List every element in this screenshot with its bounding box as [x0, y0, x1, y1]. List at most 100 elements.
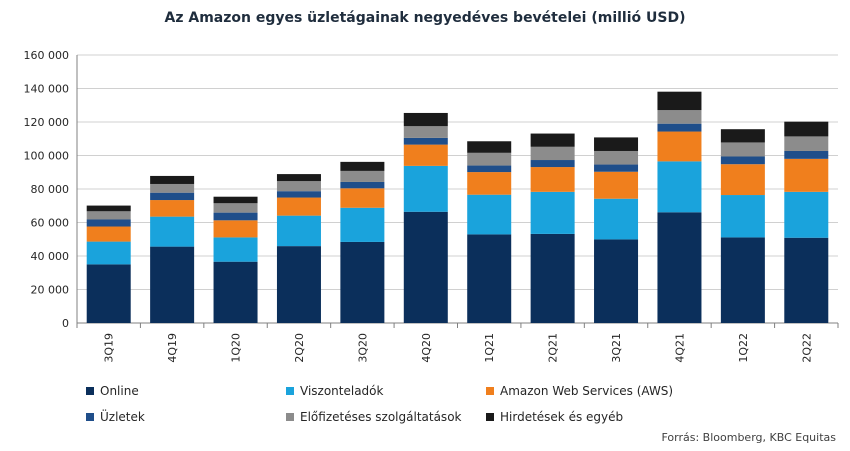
y-tick-label: 60 000 — [31, 217, 70, 230]
bar-segment-4Q21-s5 — [657, 91, 702, 111]
bar-segment-2Q22-s5 — [784, 121, 829, 137]
bar-segment-4Q20-s4 — [403, 126, 448, 138]
bar-segment-4Q19-s4 — [150, 183, 195, 193]
source-note: Forrás: Bloomberg, KBC Equitas — [661, 431, 836, 444]
stacked-bar-chart: 0 20 000 40 000 60 000 80 000 100 000 120 000 1… — [24, 49, 839, 363]
bar-segment-3Q20-s3 — [340, 181, 385, 189]
bar-segment-4Q19-s1 — [150, 216, 195, 247]
bar-segment-2Q20-s1 — [276, 215, 321, 247]
chart-title: Az Amazon egyes üzletágainak negyedéves … — [164, 10, 686, 26]
x-tick-label: 2Q22 — [800, 333, 813, 363]
legend-item-aws: Amazon Web Services (AWS) — [486, 384, 746, 398]
bar-segment-2Q21-s3 — [530, 160, 575, 168]
bar-segment-3Q19-s4 — [86, 211, 131, 220]
bar-segment-1Q20-s5 — [213, 196, 258, 204]
bar-segment-4Q21-s2 — [657, 131, 702, 162]
legend-swatch-aws — [486, 387, 494, 395]
legend-label-aws: Amazon Web Services (AWS) — [500, 384, 674, 398]
bar-segment-3Q21-s1 — [594, 198, 639, 240]
x-tick-label: 2Q20 — [293, 333, 306, 363]
y-tick-label: 160 000 — [24, 49, 70, 62]
bar-segment-3Q19-s1 — [86, 241, 131, 265]
bar-segment-1Q20-s3 — [213, 212, 258, 221]
bar-segment-3Q21-s4 — [594, 150, 639, 165]
legend-label-uzletek: Üzletek — [100, 410, 145, 424]
y-tick-label: 40 000 — [31, 250, 70, 263]
bar-segment-4Q19-s2 — [150, 200, 195, 217]
legend-swatch-hirdetesek — [486, 413, 494, 421]
bar-segment-4Q21-s0 — [657, 212, 702, 323]
bar-segment-2Q22-s2 — [784, 158, 829, 192]
bar-segment-3Q20-s5 — [340, 161, 385, 171]
legend-item-online: Online — [86, 384, 286, 398]
bar-segment-1Q21-s0 — [467, 234, 512, 323]
bar-segment-4Q20-s0 — [403, 211, 448, 323]
y-tick-label: 0 — [62, 317, 69, 330]
legend-label-hirdetesek: Hirdetések és egyéb — [500, 410, 624, 424]
y-tick-label: 120 000 — [24, 116, 70, 129]
bar-segment-3Q21-s5 — [594, 137, 639, 151]
legend: Online Viszonteladók Amazon Web Services… — [86, 384, 806, 424]
bar-segment-1Q22-s5 — [720, 129, 765, 143]
x-tick-label: 1Q20 — [230, 333, 243, 363]
bar-segment-1Q21-s2 — [467, 172, 512, 195]
bar-segment-4Q19-s5 — [150, 175, 195, 184]
x-tick-label: 3Q21 — [610, 333, 623, 363]
bar-segment-2Q21-s5 — [530, 133, 575, 147]
bar-segment-4Q19-s3 — [150, 192, 195, 201]
bar-segment-3Q20-s2 — [340, 188, 385, 208]
bar-segment-1Q21-s5 — [467, 141, 512, 153]
bar-segment-2Q22-s1 — [784, 191, 829, 238]
bar-segment-4Q20-s3 — [403, 137, 448, 145]
bar-segment-2Q21-s0 — [530, 233, 575, 323]
legend-swatch-viszonteladok — [286, 387, 294, 395]
bar-segment-3Q19-s0 — [86, 264, 131, 323]
x-tick-label: 4Q21 — [673, 333, 686, 363]
x-tick-label: 4Q20 — [420, 333, 433, 363]
bar-segment-4Q20-s5 — [403, 112, 448, 127]
bar-segment-3Q20-s0 — [340, 241, 385, 323]
bar-segment-2Q21-s4 — [530, 146, 575, 161]
bar-segment-3Q21-s0 — [594, 239, 639, 323]
bar-segment-2Q20-s0 — [276, 246, 321, 323]
bar-segment-3Q19-s5 — [86, 205, 131, 212]
bar-segment-1Q20-s2 — [213, 220, 258, 238]
legend-label-elofizetes: Előfizetéses szolgáltatások — [300, 410, 462, 424]
bar-segment-3Q20-s4 — [340, 170, 385, 182]
bar-segment-2Q22-s4 — [784, 136, 829, 151]
bar-segment-4Q20-s1 — [403, 165, 448, 212]
x-tick-label: 2Q21 — [547, 333, 560, 363]
bar-segment-1Q20-s1 — [213, 237, 258, 262]
x-tick-label: 3Q20 — [356, 333, 369, 363]
bar-segment-2Q20-s2 — [276, 197, 321, 216]
x-tick-label: 1Q21 — [483, 333, 496, 363]
bar-segment-2Q22-s0 — [784, 237, 829, 323]
y-tick-label: 140 000 — [24, 83, 70, 96]
y-tick-label: 100 000 — [24, 150, 70, 163]
bar-segment-1Q20-s0 — [213, 261, 258, 323]
bar-segment-1Q21-s1 — [467, 194, 512, 235]
bar-segment-3Q21-s2 — [594, 171, 639, 199]
bar-segment-1Q21-s3 — [467, 165, 512, 173]
bar-segment-4Q19-s0 — [150, 246, 195, 323]
y-tick-label: 80 000 — [31, 183, 70, 196]
bar-segment-3Q19-s3 — [86, 219, 131, 227]
x-tick-label: 1Q22 — [737, 333, 750, 363]
bar-segment-2Q20-s4 — [276, 181, 321, 192]
x-tick-label: 4Q19 — [166, 333, 179, 363]
bar-segment-4Q20-s2 — [403, 144, 448, 166]
legend-item-elofizetes: Előfizetéses szolgáltatások — [286, 410, 486, 424]
bar-segment-1Q22-s3 — [720, 156, 765, 165]
bar-segment-3Q19-s2 — [86, 226, 131, 242]
legend-swatch-elofizetes — [286, 413, 294, 421]
legend-item-uzletek: Üzletek — [86, 410, 286, 424]
bar-segment-1Q22-s2 — [720, 164, 765, 196]
bar-segment-1Q22-s0 — [720, 237, 765, 323]
bar-segment-4Q21-s3 — [657, 123, 702, 132]
legend-label-viszonteladok: Viszonteladók — [300, 384, 384, 398]
legend-swatch-online — [86, 387, 94, 395]
legend-item-hirdetesek: Hirdetések és egyéb — [486, 410, 746, 424]
bar-segment-2Q22-s3 — [784, 150, 829, 159]
y-tick-label: 20 000 — [31, 284, 70, 297]
legend-item-viszonteladok: Viszonteladók — [286, 384, 486, 398]
